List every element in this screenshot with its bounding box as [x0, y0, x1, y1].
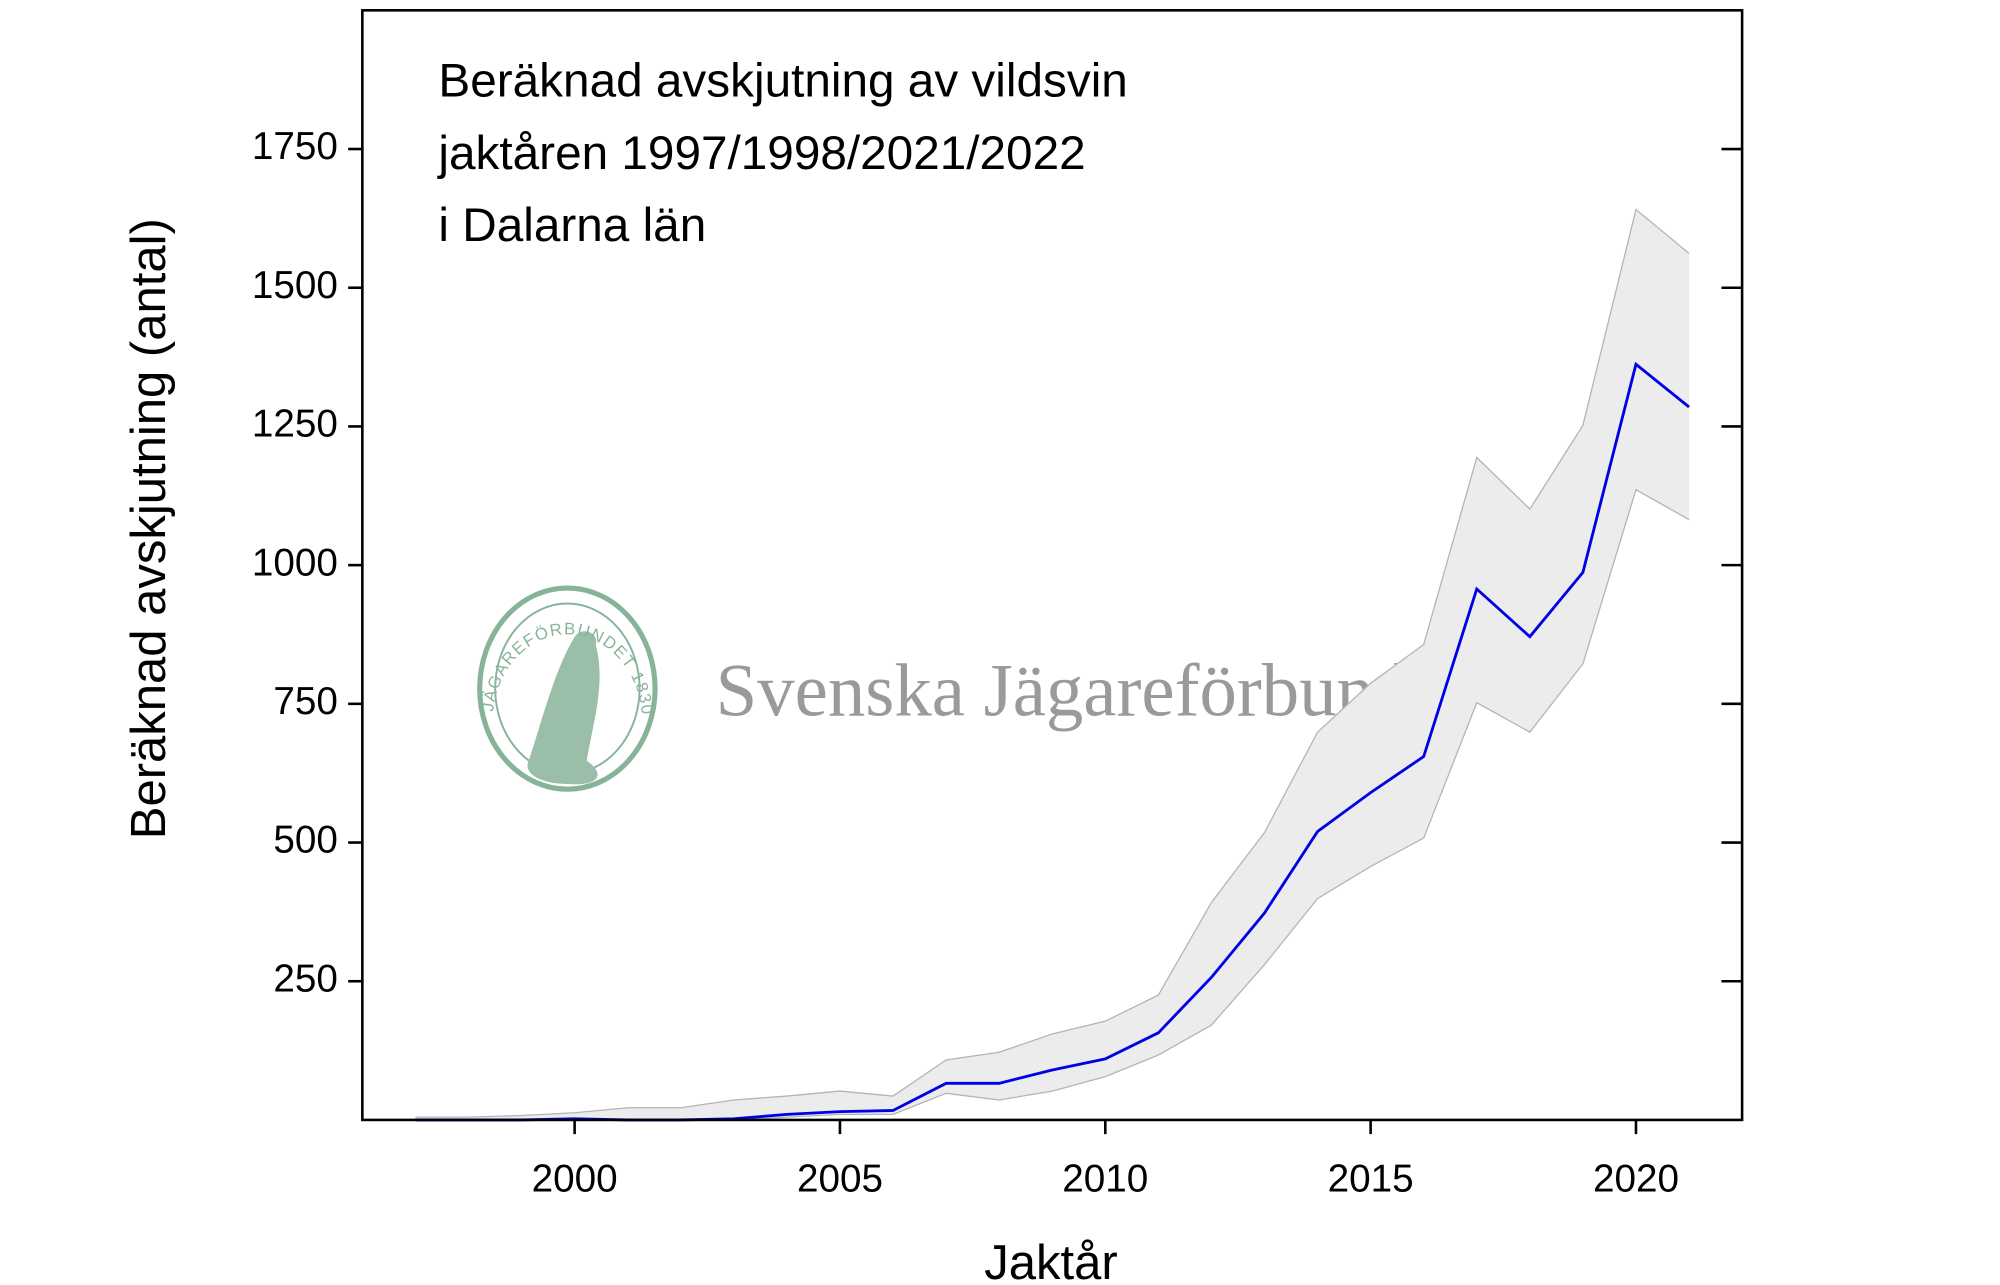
y-tick-label: 1000 [252, 541, 338, 584]
y-axis-label: Beräknad avskjutning (antal) [122, 218, 176, 839]
y-tick-label: 1250 [252, 403, 338, 446]
x-axis-label: Jaktår [984, 1236, 1117, 1285]
plot-frame [361, 9, 1744, 1122]
y-tick-label: 1500 [252, 264, 338, 307]
y-tick-label: 750 [273, 680, 338, 723]
logo-eagle [527, 631, 600, 785]
x-tick-label: 2010 [1062, 1157, 1148, 1200]
y-tick-label: 1750 [252, 125, 338, 168]
y-tick-label: 250 [273, 957, 338, 1000]
x-tick-label: 2000 [532, 1157, 618, 1200]
title-line: jaktåren 1997/1998/2021/2022 [436, 127, 1085, 180]
confidence-band [415, 209, 1690, 1120]
title-line: Beräknad avskjutning av vildsvin [438, 55, 1127, 108]
band-upper-edge [415, 208, 1690, 1118]
chart-title: Beräknad avskjutning av vildsvin jaktåre… [436, 55, 1141, 252]
x-tick-label: 2015 [1328, 1157, 1414, 1200]
title-line: i Dalarna län [438, 199, 706, 252]
logo: JÄGAREFÖRBUNDET 1830 [477, 585, 658, 792]
y-tick-label: 500 [273, 819, 338, 862]
x-tick-label: 2020 [1593, 1157, 1679, 1200]
logo-ring [477, 585, 658, 792]
x-tick-label: 2005 [797, 1157, 883, 1200]
